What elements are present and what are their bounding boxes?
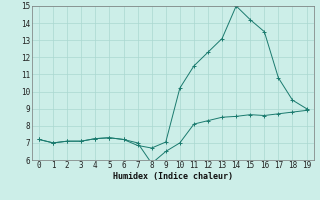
X-axis label: Humidex (Indice chaleur): Humidex (Indice chaleur) [113,172,233,181]
